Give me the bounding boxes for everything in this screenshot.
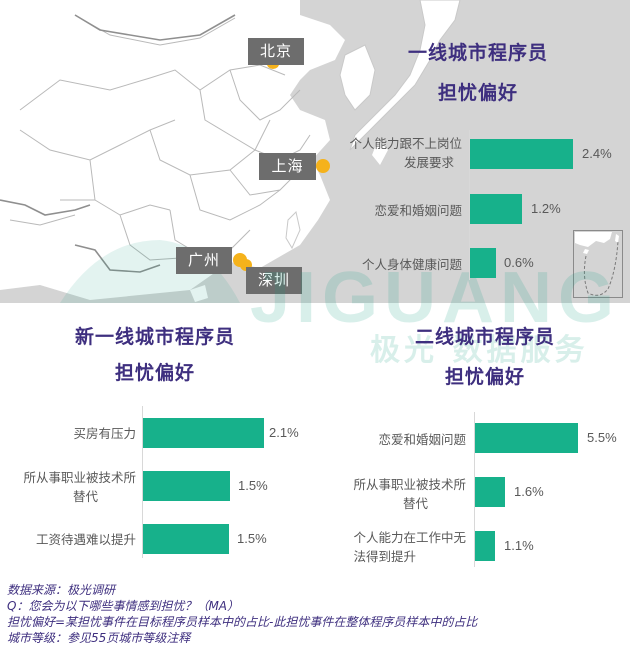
tier2-label-0: 恋爱和婚姻问题 [378,431,466,447]
tier2-value-2: 1.1% [504,538,534,553]
shanghai-dot [316,159,330,173]
tier1-title-line2: 担忧偏好 [437,82,518,104]
tier2-bar-2 [475,531,495,561]
tier2-value-0: 5.5% [587,430,617,445]
footnote-definition: 担忧偏好=某担忧事件在目标程序员样本中的占比-此担忧事件在整体程序员样本中的占比 [7,615,478,629]
new-tier1-value-1: 1.5% [238,478,268,493]
tier2-label-2: 个人能力在工作中无 法得到提升 [353,530,466,564]
city-tag-beijing: 北京 [248,38,304,65]
south-china-sea-inset [573,230,623,298]
new-tier1-value-0: 2.1% [269,425,299,440]
tier1-title-line1: 一线城市程序员 [407,42,548,64]
tier1-value-1: 1.2% [531,201,561,216]
tier2-value-1: 1.6% [514,484,544,499]
tier1-label-2: 个人身体健康问题 [361,256,462,272]
tier2-bar-1 [475,477,505,507]
new-tier1-axis [142,406,143,558]
new-tier1-value-2: 1.5% [237,531,267,546]
tier1-bar-1 [470,194,522,224]
new-tier1-bar-2 [143,524,229,554]
new-tier1-title-line1: 新一线城市程序员 [74,326,235,348]
tier1-label-1: 恋爱和婚姻问题 [374,202,462,218]
tier2-label-1: 所从事职业被技术所 替代 [353,477,466,511]
new-tier1-label-1: 所从事职业被技术所 替代 [23,470,136,504]
city-tag-guangzhou: 广州 [176,247,232,274]
footnote-city-tier: 城市等级：参见55页城市等级注释 [7,631,191,645]
tier2-axis [474,412,475,567]
footnotes: 数据来源：极光调研 Q：您会为以下哪些事情感到担忧？（MA） 担忧偏好=某担忧事… [7,582,477,646]
new-tier1-title-line2: 担忧偏好 [114,362,195,384]
city-tag-shanghai: 上海 [259,153,316,180]
tier1-value-2: 0.6% [504,255,534,270]
footnote-source: 数据来源：极光调研 [7,583,116,597]
footnote-question: Q：您会为以下哪些事情感到担忧？（MA） [7,599,240,613]
tier2-title-line2: 担忧偏好 [444,366,525,388]
new-tier1-label-0: 买房有压力 [73,425,136,441]
tier2-bar-0 [475,423,578,453]
tier2-title-line1: 二线城市程序员 [414,326,555,348]
tier1-label-0: 个人能力跟不上岗位 发展要求 [349,136,462,170]
inset-map-graphic [575,232,619,296]
tier1-axis [469,130,470,280]
tier1-bar-2 [470,248,496,278]
city-tag-shenzhen: 深圳 [246,267,302,294]
tier1-value-0: 2.4% [582,146,612,161]
new-tier1-bar-1 [143,471,230,501]
new-tier1-bar-0 [143,418,264,448]
tier1-bar-0 [470,139,573,169]
new-tier1-label-2: 工资待遇难以提升 [35,531,136,547]
